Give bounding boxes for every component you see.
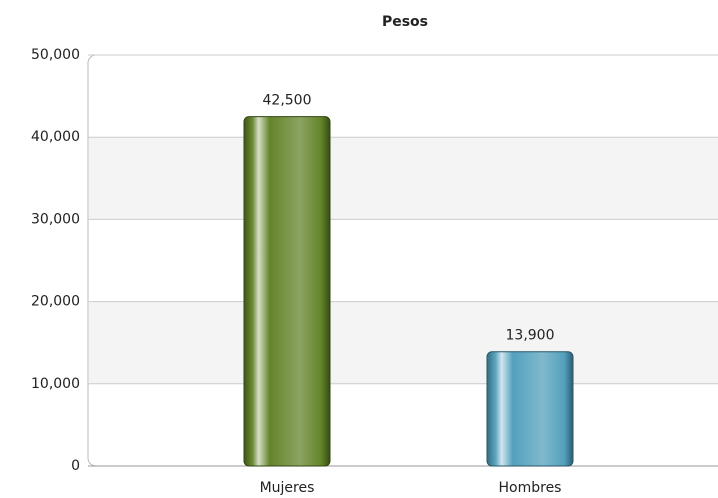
bar bbox=[486, 351, 574, 467]
grid-band bbox=[89, 301, 718, 384]
grid-band bbox=[89, 137, 718, 220]
y-tick-label: 10,000 bbox=[31, 376, 80, 392]
y-tick-label: 40,000 bbox=[31, 129, 80, 145]
y-tick-label: 20,000 bbox=[31, 294, 80, 310]
bar bbox=[243, 116, 331, 467]
x-tick-label: Hombres bbox=[499, 480, 562, 496]
chart-title: Pesos bbox=[382, 14, 428, 30]
plot-area bbox=[87, 54, 718, 467]
x-tick-label: Mujeres bbox=[260, 480, 315, 496]
value-label: 13,900 bbox=[506, 328, 555, 344]
y-tick-label: 0 bbox=[71, 458, 80, 474]
y-tick-label: 30,000 bbox=[31, 211, 80, 227]
y-tick-label: 50,000 bbox=[31, 47, 80, 63]
value-label: 42,500 bbox=[263, 93, 312, 109]
